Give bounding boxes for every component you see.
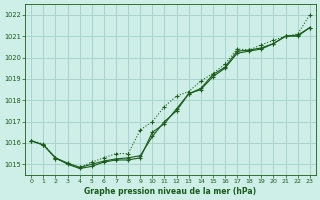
X-axis label: Graphe pression niveau de la mer (hPa): Graphe pression niveau de la mer (hPa) bbox=[84, 187, 257, 196]
